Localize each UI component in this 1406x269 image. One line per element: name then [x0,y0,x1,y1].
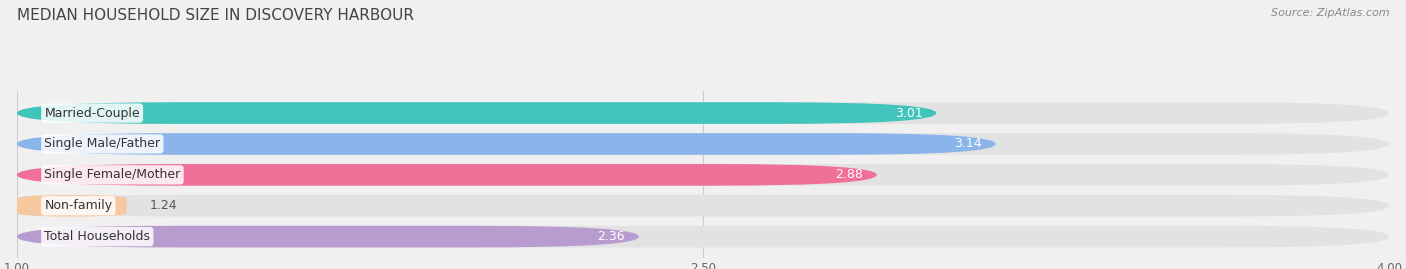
FancyBboxPatch shape [17,133,1389,155]
FancyBboxPatch shape [17,226,1389,247]
FancyBboxPatch shape [17,164,877,186]
Text: 3.01: 3.01 [894,107,922,120]
Text: Single Female/Mother: Single Female/Mother [45,168,180,181]
Text: MEDIAN HOUSEHOLD SIZE IN DISCOVERY HARBOUR: MEDIAN HOUSEHOLD SIZE IN DISCOVERY HARBO… [17,8,413,23]
Text: 2.88: 2.88 [835,168,863,181]
FancyBboxPatch shape [17,102,936,124]
FancyBboxPatch shape [17,133,995,155]
Text: Source: ZipAtlas.com: Source: ZipAtlas.com [1271,8,1389,18]
FancyBboxPatch shape [17,164,1389,186]
Text: Non-family: Non-family [45,199,112,212]
Text: 3.14: 3.14 [955,137,981,150]
Text: Total Households: Total Households [45,230,150,243]
Text: 2.36: 2.36 [598,230,626,243]
FancyBboxPatch shape [17,226,638,247]
Text: 1.24: 1.24 [149,199,177,212]
FancyBboxPatch shape [17,195,1389,217]
Text: Married-Couple: Married-Couple [45,107,141,120]
FancyBboxPatch shape [17,195,127,217]
Text: Single Male/Father: Single Male/Father [45,137,160,150]
FancyBboxPatch shape [17,102,1389,124]
